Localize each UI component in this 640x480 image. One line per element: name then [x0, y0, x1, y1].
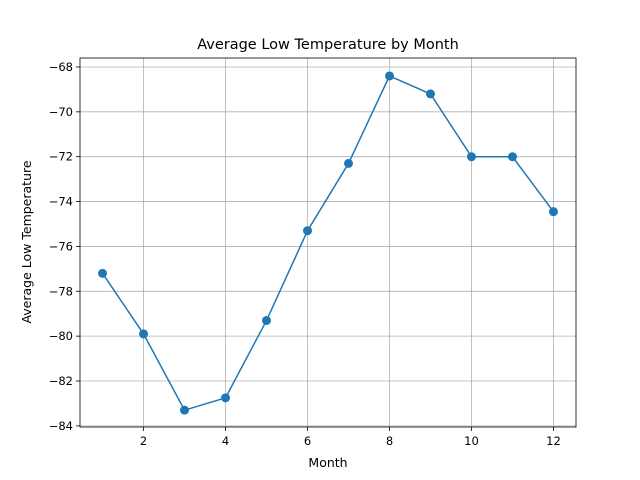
x-tick-label: 2: [140, 434, 147, 448]
x-tick-label: 6: [304, 434, 311, 448]
tick-marks: [76, 66, 554, 431]
data-point: [507, 152, 517, 162]
plot-frame: [79, 57, 577, 428]
data-point: [466, 152, 476, 162]
data-series: [98, 71, 558, 415]
data-point: [303, 226, 313, 236]
y-tick-label: −68: [49, 60, 73, 74]
y-tick-label: −78: [49, 284, 73, 298]
data-point: [98, 268, 108, 278]
y-tick-label: −72: [49, 150, 73, 164]
data-point: [221, 393, 231, 403]
data-point: [139, 329, 149, 339]
x-tick-label: 12: [546, 434, 561, 448]
series-line: [101, 75, 555, 411]
x-axis-label: Month: [308, 455, 347, 470]
data-point: [425, 89, 435, 99]
y-tick-label: −84: [49, 419, 73, 433]
data-point: [384, 71, 394, 81]
y-tick-label: −82: [49, 374, 73, 388]
axes: [79, 57, 577, 428]
data-point: [548, 207, 558, 217]
chart-title: Average Low Temperature by Month: [197, 37, 459, 53]
data-point: [262, 315, 272, 325]
x-tick-label: 8: [386, 434, 393, 448]
data-point: [180, 405, 190, 415]
data-point: [343, 158, 353, 168]
y-tick-label: −76: [49, 239, 73, 253]
y-tick-label: −80: [49, 329, 73, 343]
x-tick-label: 4: [222, 434, 229, 448]
tick-labels: 2 4 6 8 10 12 −84 −82 −80 −78 −76 −74 −72 −70 −68: [49, 60, 561, 448]
y-tick-label: −70: [49, 105, 73, 119]
x-tick-label: 10: [464, 434, 479, 448]
y-axis-label: Average Low Temperature: [19, 160, 34, 323]
y-tick-label: −74: [49, 195, 73, 209]
